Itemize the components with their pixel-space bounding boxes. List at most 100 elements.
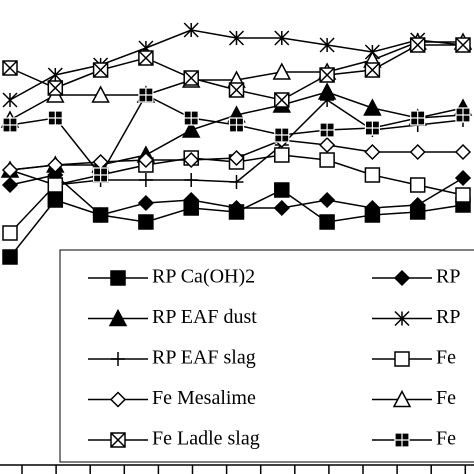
marker <box>92 206 109 224</box>
marker <box>111 352 125 366</box>
series <box>1 131 472 179</box>
series <box>2 37 471 108</box>
marker <box>92 62 109 78</box>
marker <box>138 214 154 230</box>
marker <box>228 30 245 46</box>
marker <box>319 136 336 154</box>
marker <box>2 92 18 108</box>
marker <box>108 308 128 327</box>
marker <box>93 167 109 183</box>
legend-label: RP Ca(OH)2 <box>152 266 255 288</box>
marker <box>2 60 18 76</box>
legend-label: RP EAF slag <box>152 347 256 369</box>
marker <box>454 143 472 161</box>
marker <box>319 37 335 53</box>
marker <box>273 199 290 217</box>
legend-label: Fe <box>436 428 456 450</box>
marker <box>394 432 410 448</box>
marker <box>228 149 245 167</box>
marker <box>109 391 127 408</box>
marker <box>2 117 18 133</box>
marker <box>228 82 245 98</box>
marker <box>410 110 426 126</box>
marker <box>137 151 154 169</box>
marker <box>228 117 245 133</box>
marker <box>274 30 290 46</box>
marker <box>47 80 64 96</box>
marker <box>409 37 426 53</box>
marker <box>274 127 290 143</box>
marker <box>183 70 199 86</box>
marker <box>47 156 64 174</box>
legend-label: RP <box>436 306 460 328</box>
marker <box>47 67 63 83</box>
marker <box>319 122 335 138</box>
marker <box>364 199 381 217</box>
legend-item: Fe <box>372 347 456 369</box>
legend-label: RP EAF dust <box>152 306 257 328</box>
marker <box>394 351 410 367</box>
marker <box>138 173 153 187</box>
marker <box>183 151 200 169</box>
legend-item: RP EAF dust <box>88 306 257 328</box>
marker <box>181 120 201 138</box>
legend-item: RP Ca(OH)2 <box>88 266 255 288</box>
marker <box>319 214 335 230</box>
marker <box>409 196 426 214</box>
plot <box>0 22 473 265</box>
marker <box>91 85 110 103</box>
marker <box>455 107 471 123</box>
marker <box>110 270 126 286</box>
marker <box>138 87 154 103</box>
marker <box>274 92 290 108</box>
legend-label: RP <box>436 266 460 288</box>
marker <box>2 249 18 265</box>
marker <box>274 182 290 198</box>
marker <box>363 98 382 116</box>
marker <box>409 143 426 161</box>
marker <box>455 187 471 203</box>
marker <box>319 67 335 83</box>
legend-item: Fe Mesalime <box>88 387 256 409</box>
marker <box>1 176 19 194</box>
legend-item: Fe Ladle slag <box>88 428 260 450</box>
legend-label: Fe Ladle slag <box>152 428 260 450</box>
marker <box>274 147 290 163</box>
series <box>2 87 471 183</box>
marker <box>319 191 336 209</box>
x-ticks <box>21 465 467 474</box>
marker <box>228 199 245 217</box>
marker <box>319 152 335 168</box>
legend-label: Fe <box>436 347 456 369</box>
marker <box>183 110 199 126</box>
marker <box>229 175 244 189</box>
marker <box>1 161 19 179</box>
legend-item: Fe <box>372 387 456 409</box>
marker <box>183 22 199 38</box>
legend-label: Fe Mesalime <box>152 387 256 409</box>
legend-item: RP EAF slag <box>88 347 256 369</box>
marker <box>2 225 18 241</box>
marker <box>364 62 381 78</box>
marker <box>364 167 381 183</box>
legend-label: Fe <box>436 387 456 409</box>
legend-item: RP <box>372 306 460 328</box>
marker <box>272 62 292 80</box>
marker <box>392 389 412 408</box>
legend-item: Fe <box>372 428 456 450</box>
marker <box>183 191 200 209</box>
marker <box>393 269 411 287</box>
marker <box>47 192 64 208</box>
marker <box>47 110 63 126</box>
marker <box>364 120 380 136</box>
marker <box>364 143 381 161</box>
marker <box>320 93 335 107</box>
marker <box>455 37 471 53</box>
marker <box>454 169 472 187</box>
marker <box>409 177 426 193</box>
legend-item: RP <box>372 266 460 288</box>
marker <box>137 194 154 212</box>
series <box>1 166 472 224</box>
marker <box>394 310 410 327</box>
